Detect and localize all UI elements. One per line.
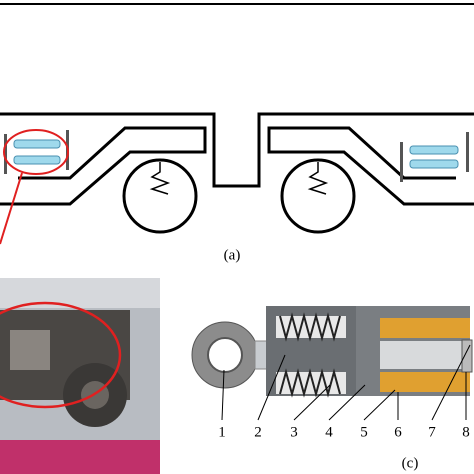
part-number: 1 <box>218 424 226 440</box>
part-number: 5 <box>360 424 368 440</box>
damper-cutaway <box>191 306 473 398</box>
dampers-right <box>400 132 469 182</box>
part-number: 6 <box>394 424 402 440</box>
part-number: 4 <box>325 424 333 440</box>
panel-a-diagram <box>0 112 474 245</box>
panel-label: (c) <box>402 455 419 471</box>
bogie-photo <box>0 278 160 474</box>
leader-lines <box>221 344 471 421</box>
part-number: 8 <box>462 424 470 440</box>
part-number: 2 <box>254 424 262 440</box>
part-numbers: 1 2 3 4 5 6 7 8 <box>218 424 470 440</box>
dampers-left <box>0 129 69 245</box>
part-number: 7 <box>428 424 436 440</box>
panel-label: (a) <box>224 247 241 263</box>
part-number: 3 <box>290 424 298 440</box>
